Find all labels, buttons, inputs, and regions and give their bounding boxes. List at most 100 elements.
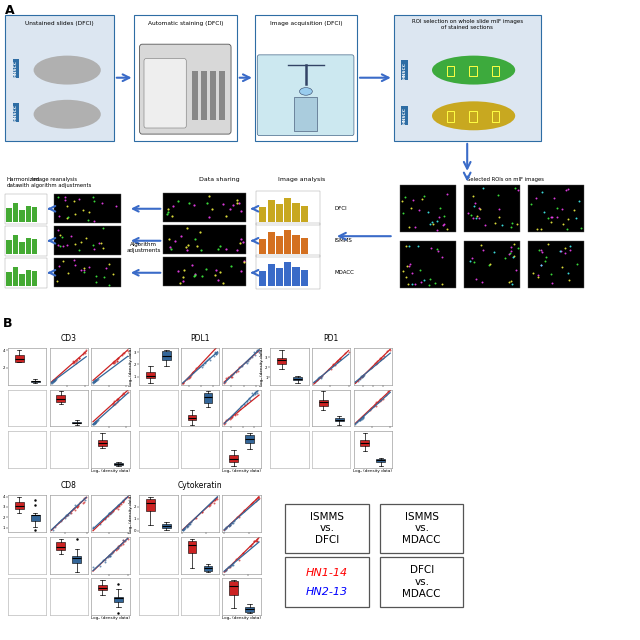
- Point: [207, 204, 217, 214]
- Point: [221, 564, 231, 575]
- Point: [312, 374, 323, 385]
- Point: [358, 411, 368, 421]
- Point: [214, 241, 225, 251]
- Point: [76, 264, 86, 275]
- Point: [113, 544, 123, 554]
- Point: [90, 376, 100, 386]
- Point: [60, 195, 70, 205]
- Point: [563, 184, 573, 195]
- Point: [401, 271, 412, 282]
- X-axis label: Log₂ (density data): Log₂ (density data): [222, 616, 261, 621]
- Point: [112, 396, 122, 406]
- Point: [99, 556, 109, 566]
- Point: [78, 205, 88, 215]
- Point: [46, 378, 56, 388]
- Point: [373, 397, 383, 407]
- Point: [225, 561, 235, 571]
- Point: [189, 270, 199, 280]
- Point: [232, 245, 243, 255]
- Point: [190, 270, 200, 280]
- Point: [374, 396, 385, 406]
- Point: [95, 519, 105, 529]
- Point: [219, 378, 229, 388]
- Point: [378, 394, 388, 404]
- Point: [474, 213, 484, 223]
- Point: [182, 521, 192, 531]
- Text: CD8: CD8: [61, 481, 77, 490]
- Point: [494, 204, 504, 214]
- Point: [187, 368, 197, 378]
- Point: [98, 243, 108, 253]
- Point: [431, 244, 442, 254]
- Point: [239, 398, 250, 408]
- Point: [180, 242, 191, 252]
- PathPatch shape: [72, 556, 81, 563]
- Point: [204, 212, 214, 222]
- Point: [536, 260, 546, 271]
- Point: [358, 412, 368, 422]
- Point: [401, 241, 412, 252]
- Point: [366, 403, 376, 413]
- Point: [410, 221, 420, 232]
- Point: [312, 375, 323, 385]
- Point: [80, 495, 90, 506]
- Point: [506, 276, 516, 286]
- Point: [419, 191, 429, 201]
- Point: [182, 520, 192, 531]
- Point: [202, 355, 212, 365]
- PathPatch shape: [376, 459, 385, 462]
- Point: [234, 362, 244, 372]
- Point: [90, 376, 100, 386]
- Point: [431, 216, 442, 226]
- Ellipse shape: [432, 101, 515, 131]
- Point: [80, 348, 90, 358]
- Point: [231, 366, 241, 376]
- Point: [378, 353, 388, 363]
- Point: [111, 201, 122, 211]
- Point: [118, 348, 128, 358]
- Point: [70, 238, 81, 248]
- Point: [561, 224, 572, 234]
- Point: [187, 260, 197, 271]
- Point: [373, 397, 383, 407]
- Point: [164, 234, 175, 244]
- Point: [533, 272, 543, 282]
- Point: [70, 505, 80, 515]
- PathPatch shape: [56, 395, 65, 403]
- Point: [237, 361, 247, 371]
- Point: [235, 404, 245, 414]
- Point: [56, 515, 67, 525]
- Point: [234, 512, 244, 522]
- Point: [494, 212, 504, 222]
- Point: [105, 551, 115, 561]
- Point: [62, 213, 72, 223]
- Point: [245, 353, 255, 363]
- Point: [335, 354, 345, 364]
- Point: [225, 561, 235, 571]
- Bar: [294, 97, 317, 131]
- Point: [223, 372, 234, 383]
- Point: [415, 265, 426, 275]
- Point: [316, 372, 326, 382]
- Point: [558, 219, 568, 229]
- Point: [98, 223, 108, 233]
- Bar: [13, 204, 19, 221]
- Point: [226, 260, 236, 271]
- Point: [569, 205, 579, 215]
- Point: [182, 223, 192, 234]
- Point: [91, 417, 101, 427]
- Point: [88, 563, 98, 573]
- Point: [114, 541, 124, 551]
- Point: [563, 214, 573, 224]
- Point: [189, 200, 200, 211]
- Point: [49, 375, 60, 385]
- Point: [212, 348, 222, 358]
- PathPatch shape: [319, 399, 328, 406]
- Point: [70, 209, 80, 220]
- Point: [178, 525, 188, 535]
- Point: [226, 413, 236, 423]
- Point: [102, 511, 113, 521]
- Point: [93, 237, 104, 248]
- Point: [547, 278, 557, 289]
- Bar: [201, 71, 207, 120]
